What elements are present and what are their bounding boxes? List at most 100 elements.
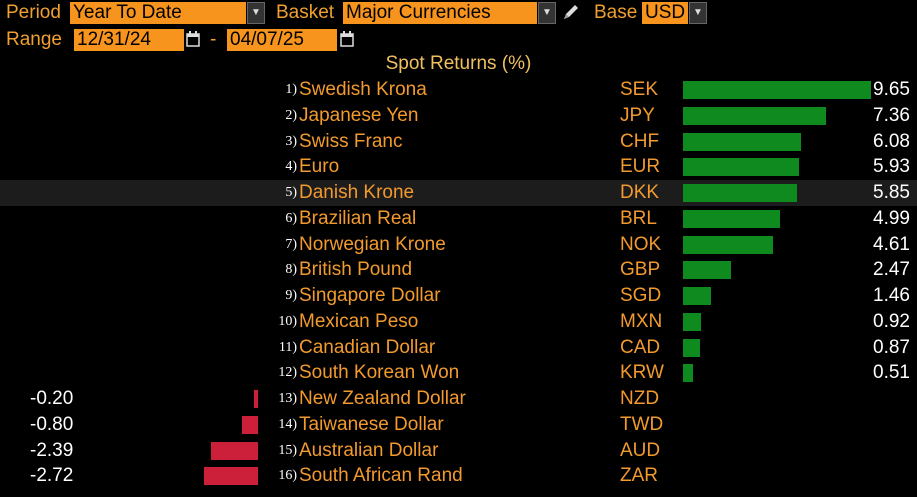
- currency-name[interactable]: Euro: [299, 156, 340, 178]
- currency-code: EUR: [620, 156, 661, 178]
- currency-name[interactable]: New Zealand Dollar: [299, 388, 466, 409]
- currency-code: GBP: [620, 259, 661, 281]
- base-label: Base: [594, 2, 638, 23]
- bar-value-label: 2.47: [873, 259, 910, 281]
- row-rank: 5): [285, 185, 297, 200]
- period-label: Period: [6, 2, 61, 23]
- currency-name[interactable]: Taiwanese Dollar: [299, 413, 444, 435]
- base-dropdown-button[interactable]: ▼: [689, 2, 707, 24]
- currency-code: SEK: [620, 79, 659, 100]
- table-row[interactable]: 15) Australian Dollar AUD -2.39: [0, 438, 917, 464]
- bar-value-label: -2.39: [30, 439, 74, 461]
- chevron-down-icon: ▼: [251, 7, 261, 18]
- currency-name[interactable]: Japanese Yen: [299, 104, 419, 126]
- range-start-input[interactable]: 12/31/24: [74, 29, 184, 51]
- currency-name[interactable]: Swedish Krona: [299, 79, 427, 100]
- bar-positive: [683, 235, 773, 254]
- bar-value-label: 0.92: [873, 310, 910, 332]
- bar-positive: [683, 209, 781, 228]
- period-dropdown-button[interactable]: ▼: [247, 2, 265, 24]
- currency-code: DKK: [620, 182, 660, 203]
- row-rank: 2): [285, 107, 297, 123]
- base-select[interactable]: USD: [642, 2, 688, 24]
- table-row[interactable]: 14) Taiwanese Dollar TWD -0.80: [0, 412, 917, 438]
- toolbar: Period Year To Date ▼ Basket Major Curre…: [0, 0, 917, 52]
- period-select[interactable]: Year To Date: [70, 2, 246, 24]
- bar-positive: [683, 287, 712, 305]
- currency-code: ZAR: [620, 465, 658, 487]
- currency-code: KRW: [620, 362, 664, 384]
- row-rank: 16): [278, 468, 297, 484]
- currency-code: MXN: [620, 310, 663, 332]
- currency-code: CAD: [620, 336, 661, 358]
- bar-value-label: 0.51: [873, 362, 910, 384]
- table-row[interactable]: 9) Singapore Dollar SGD 1.46: [0, 283, 917, 309]
- row-rank: 12): [278, 365, 297, 381]
- currency-name[interactable]: Canadian Dollar: [299, 336, 436, 358]
- currency-code: BRL: [620, 207, 657, 229]
- table-row[interactable]: 7) Norwegian Krone NOK 4.61: [0, 232, 917, 258]
- bar-value-label: 4.61: [873, 233, 910, 255]
- row-rank: 3): [285, 133, 297, 149]
- row-rank: 14): [278, 416, 297, 432]
- pencil-icon[interactable]: [562, 3, 580, 26]
- calendar-icon[interactable]: [340, 31, 354, 49]
- currency-name[interactable]: Mexican Peso: [299, 310, 419, 332]
- row-rank: 11): [278, 339, 297, 355]
- bar-value-label: 4.99: [873, 207, 910, 229]
- table-row[interactable]: 2) Japanese Yen JPY 7.36: [0, 103, 917, 129]
- basket-dropdown-button[interactable]: ▼: [538, 2, 556, 24]
- currency-name[interactable]: South African Rand: [299, 465, 463, 487]
- currency-code: CHF: [620, 130, 660, 152]
- currency-name[interactable]: Singapore Dollar: [299, 285, 441, 306]
- currency-name[interactable]: South Korean Won: [299, 362, 460, 384]
- row-rank: 8): [285, 262, 297, 278]
- bar-negative: [204, 467, 258, 486]
- returns-table: 1) Swedish Krona SEK 9.65 2) Japanese Yen JPY 7…: [0, 77, 917, 491]
- bar-positive: [683, 312, 701, 331]
- range-label: Range: [6, 29, 62, 50]
- row-rank: 7): [285, 236, 297, 252]
- bar-value-label: 5.85: [873, 182, 910, 203]
- table-row[interactable]: 5) Danish Krone DKK 5.85: [0, 180, 917, 206]
- currency-code: JPY: [620, 104, 655, 126]
- row-rank: 13): [278, 391, 297, 406]
- table-row[interactable]: 16) South African Rand ZAR -2.72: [0, 463, 917, 489]
- calendar-icon[interactable]: [186, 31, 200, 49]
- bar-negative: [210, 441, 258, 460]
- table-row[interactable]: 1) Swedish Krona SEK 9.65: [0, 77, 917, 103]
- currency-name[interactable]: Danish Krone: [299, 182, 415, 203]
- currency-name[interactable]: Norwegian Krone: [299, 233, 446, 255]
- currency-name[interactable]: British Pound: [299, 259, 413, 281]
- bar-positive: [683, 261, 732, 280]
- bar-value-label: 7.36: [873, 104, 910, 126]
- range-separator: -: [210, 29, 217, 50]
- currency-code: NOK: [620, 233, 662, 255]
- currency-name[interactable]: Brazilian Real: [299, 207, 417, 229]
- bar-negative: [254, 390, 258, 408]
- table-row[interactable]: 10) Mexican Peso MXN 0.92: [0, 309, 917, 335]
- bar-positive: [683, 132, 802, 151]
- table-row[interactable]: 8) British Pound GBP 2.47: [0, 257, 917, 283]
- basket-label: Basket: [276, 2, 335, 23]
- bar-value-label: -0.20: [30, 388, 74, 409]
- bar-positive: [683, 338, 700, 357]
- row-rank: 15): [278, 442, 297, 458]
- currency-code: SGD: [620, 285, 662, 306]
- table-row[interactable]: 6) Brazilian Real BRL 4.99: [0, 206, 917, 232]
- row-rank: 4): [285, 159, 297, 175]
- range-end-input[interactable]: 04/07/25: [227, 29, 337, 51]
- bar-positive: [683, 158, 799, 177]
- table-row[interactable]: 12) South Korean Won KRW 0.51: [0, 360, 917, 386]
- bar-value-label: 9.65: [873, 79, 910, 100]
- table-row[interactable]: 13) New Zealand Dollar NZD -0.20: [0, 386, 917, 412]
- bar-value-label: -0.80: [30, 413, 74, 435]
- basket-select[interactable]: Major Currencies: [343, 2, 537, 24]
- currency-name[interactable]: Australian Dollar: [299, 439, 439, 461]
- table-row[interactable]: 3) Swiss Franc CHF 6.08: [0, 129, 917, 155]
- currency-name[interactable]: Swiss Franc: [299, 130, 403, 152]
- bar-positive: [683, 106, 827, 125]
- table-row[interactable]: 11) Canadian Dollar CAD 0.87: [0, 335, 917, 361]
- bar-value-label: -2.72: [30, 465, 74, 487]
- table-row[interactable]: 4) Euro EUR 5.93: [0, 154, 917, 180]
